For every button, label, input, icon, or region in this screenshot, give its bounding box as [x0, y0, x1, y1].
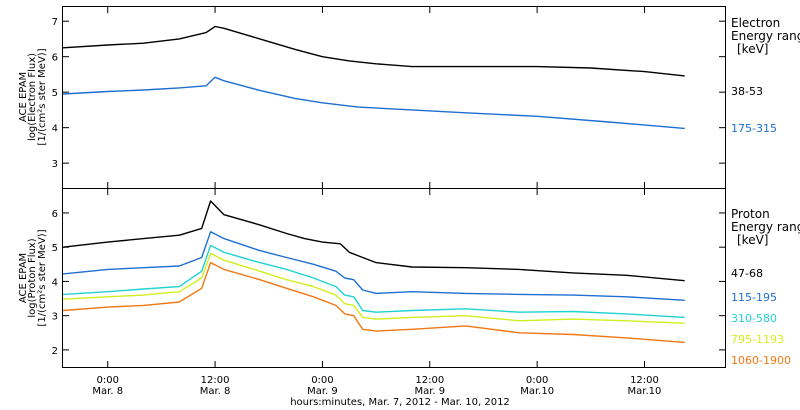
proton-ytick-label: 2: [52, 346, 58, 357]
electron-ytick-label: 4: [52, 124, 58, 135]
x-tick-date-label: Mar. 8: [92, 386, 123, 397]
electron-legend-title-1: Electron: [731, 16, 780, 30]
x-tick-date-label: Mar. 9: [307, 386, 338, 397]
x-tick-time-label: 12:00: [201, 375, 230, 386]
proton-panel-frame: [62, 188, 726, 368]
proton-ytick-label: 3: [52, 312, 58, 323]
electron-ylabel-line-3: [1/(cm²s ster MeV)]: [37, 48, 48, 145]
proton-legend-item: 47-68: [731, 267, 763, 280]
electron-ytick-label: 5: [52, 88, 58, 99]
electron-ytick-label: 3: [52, 159, 58, 170]
electron-panel-frame: [62, 6, 726, 189]
proton-ytick-label: 6: [52, 209, 58, 220]
electron-legend-title-2: Energy range: [731, 29, 800, 43]
x-tick-date-label: Mar.10: [520, 386, 554, 397]
electron-legend-item: 38-53: [731, 85, 763, 98]
electron-legend-item: 175-315: [731, 122, 777, 135]
proton-legend-title-2: Energy range: [731, 220, 800, 234]
electron-ytick-label: 6: [52, 53, 58, 64]
x-tick-time-label: 12:00: [415, 375, 444, 386]
proton-series-line-115-195: [62, 231, 685, 301]
electron-series-line-38-53: [62, 25, 685, 77]
electron-ylabel-line-1: ACE EPAM: [18, 72, 29, 122]
x-tick-time-label: 0:00: [96, 375, 118, 386]
electron-ytick-label: 7: [52, 17, 58, 28]
proton-ytick-label: 4: [52, 277, 58, 288]
x-tick-date-label: Mar. 9: [414, 386, 445, 397]
x-tick-time-label: 0:00: [526, 375, 548, 386]
proton-legend-item: 795-1193: [731, 333, 784, 346]
proton-legend-title-1: Proton: [731, 207, 770, 221]
x-tick-date-label: Mar.10: [628, 386, 662, 397]
proton-legend-title-3: [keV]: [737, 233, 768, 247]
proton-ylabel-line-1: ACE EPAM: [18, 253, 29, 303]
proton-series-line-310-580: [62, 244, 685, 319]
electron-series-line-175-315: [62, 76, 685, 130]
proton-legend-item: 1060-1900: [731, 354, 791, 367]
proton-legend-item: 115-195: [731, 291, 777, 304]
proton-ylabel-line-2: log(Proton Flux): [27, 238, 38, 317]
x-tick-time-label: 12:00: [630, 375, 659, 386]
proton-legend-item: 310-580: [731, 312, 777, 325]
x-axis-label: hours:minutes, Mar. 7, 2012 - Mar. 10, 2…: [290, 397, 510, 408]
proton-series-line-795-1193: [62, 252, 685, 324]
proton-series-line-1060-1900: [62, 261, 685, 344]
electron-ylabel-line-2: log(Electron Flux): [27, 53, 38, 141]
x-tick-time-label: 0:00: [311, 375, 333, 386]
x-tick-date-label: Mar. 8: [200, 386, 231, 397]
proton-ytick-label: 5: [52, 243, 58, 254]
proton-ylabel-line-3: [1/(cm²s ster MeV)]: [37, 229, 48, 326]
proton-series-line-47-68: [62, 200, 685, 282]
electron-legend-title-3: [keV]: [737, 42, 768, 56]
